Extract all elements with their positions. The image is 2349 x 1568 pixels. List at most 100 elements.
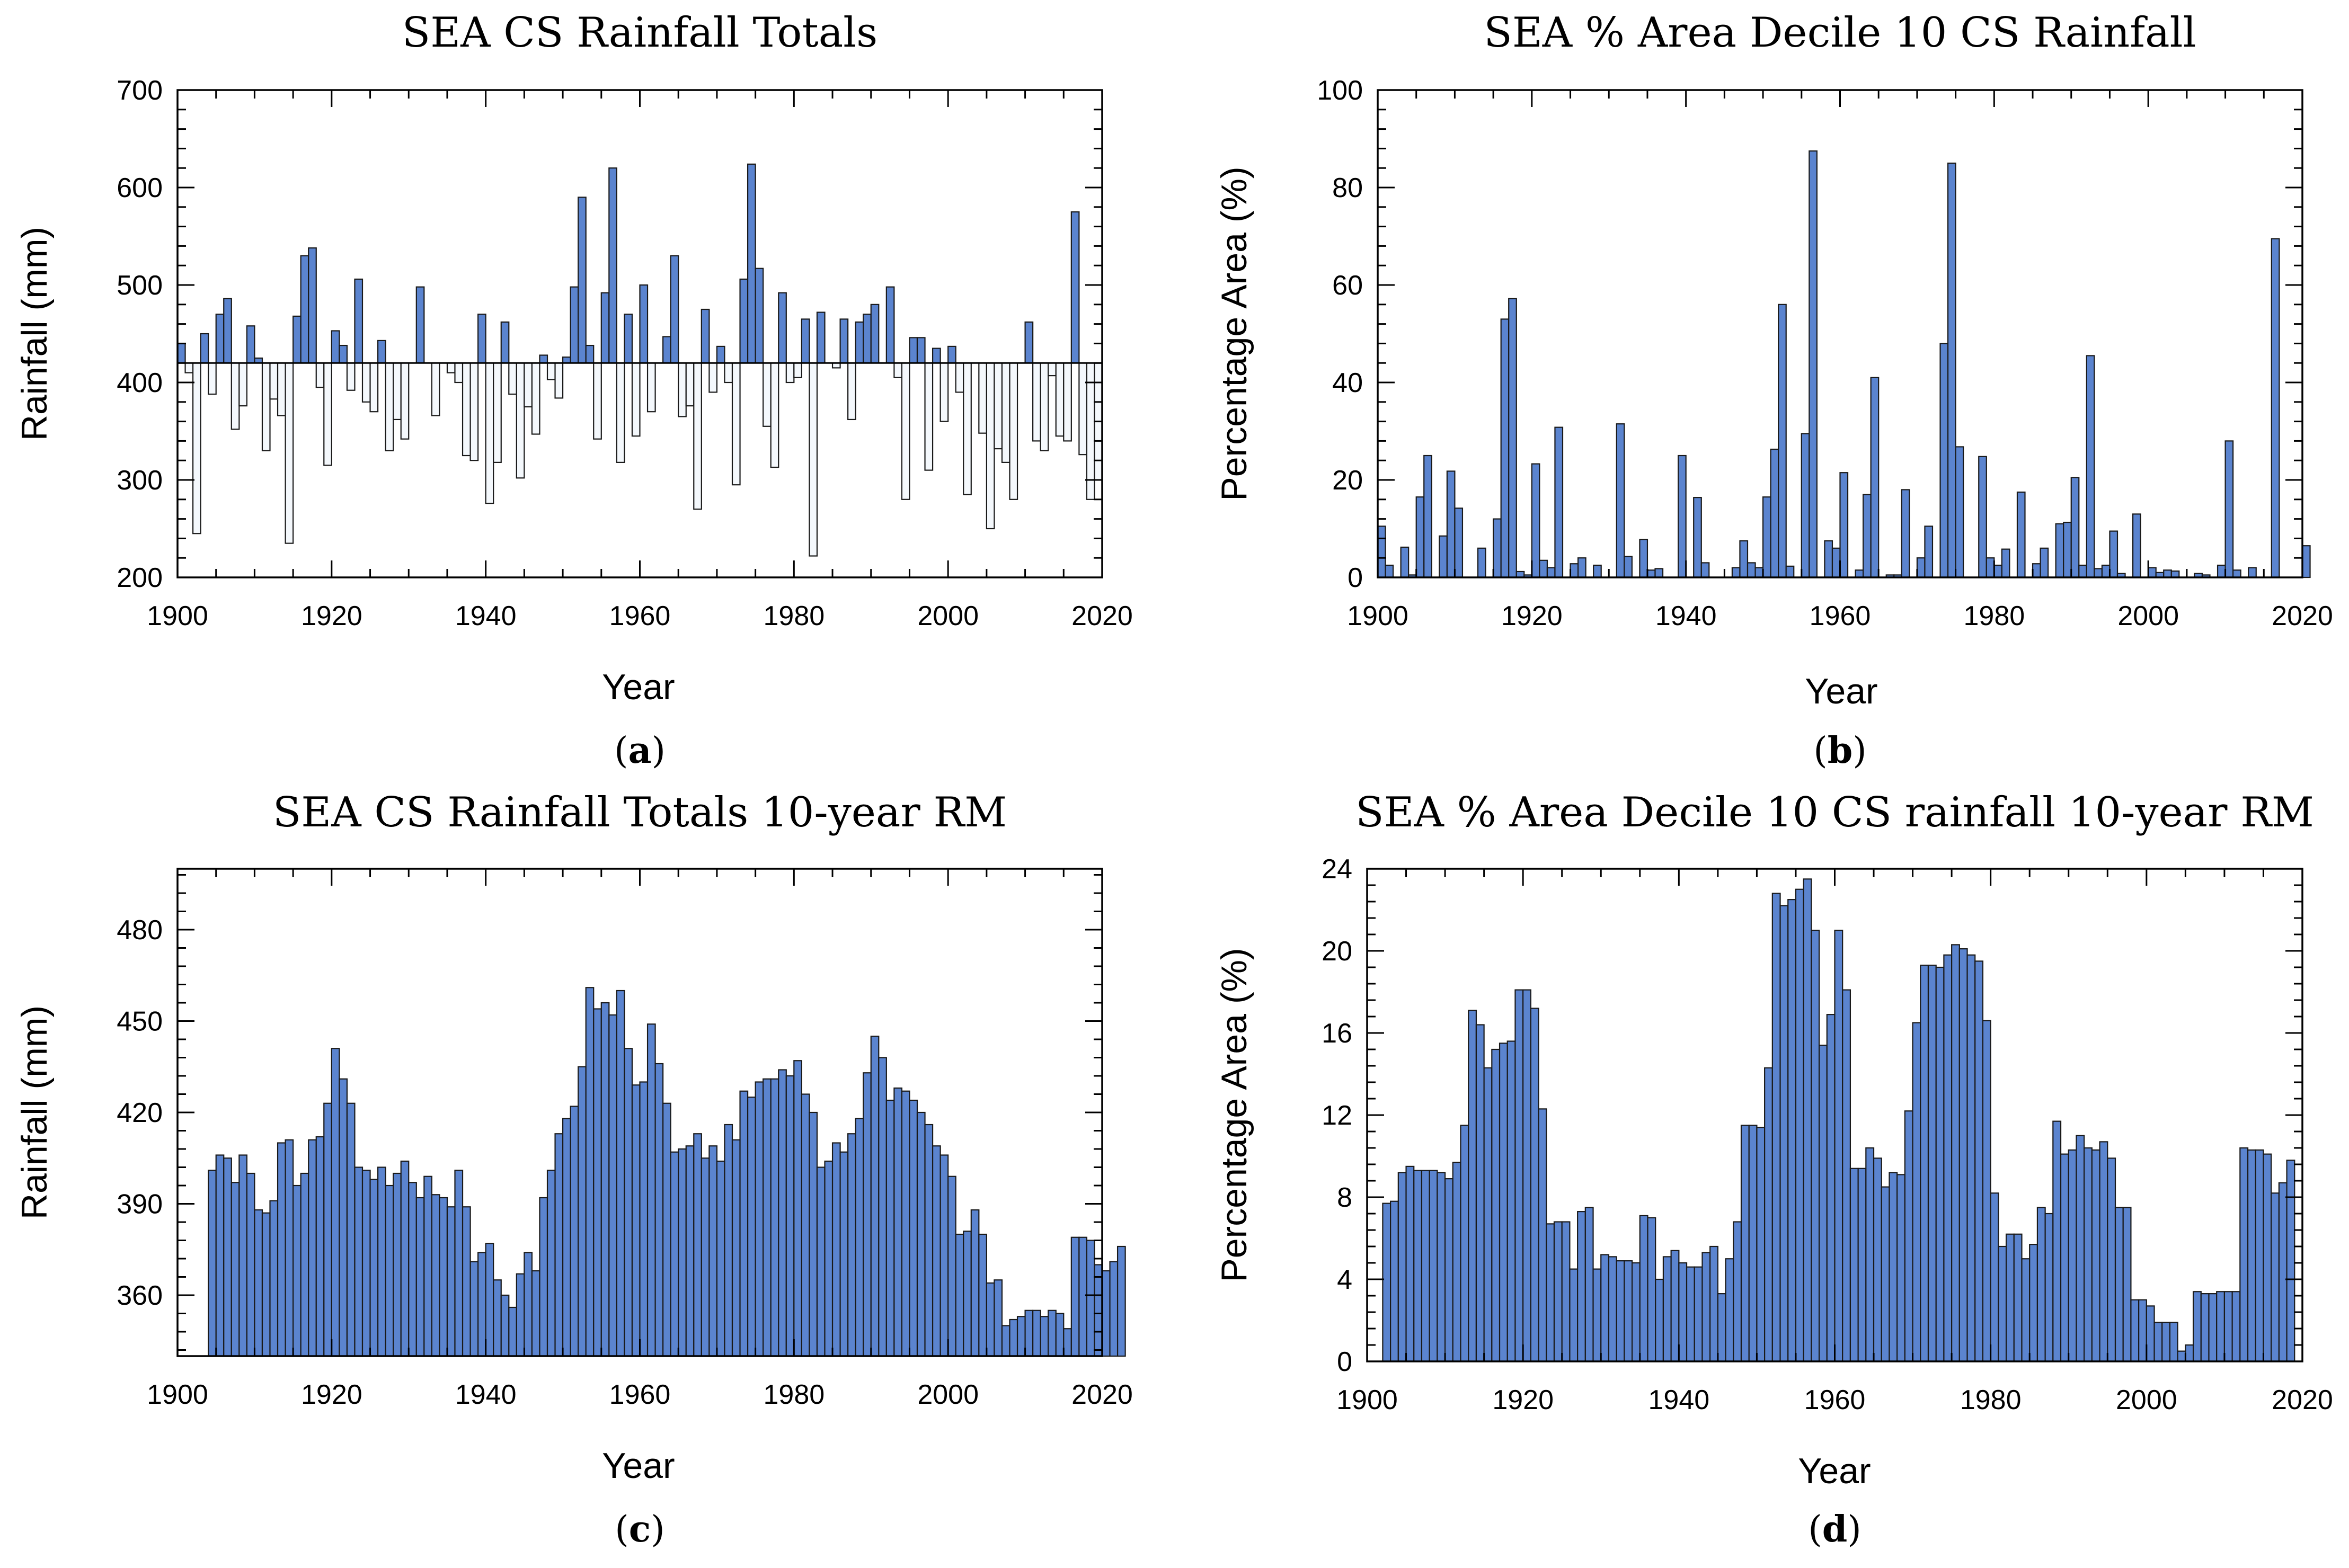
bar-1966 (685, 1145, 695, 1357)
bar-1989 (863, 1072, 872, 1357)
y-axis-label: Rainfall (mm) (14, 1005, 55, 1219)
bar-1993 (893, 1087, 903, 1357)
bar-1909 (246, 1172, 255, 1357)
bar-1916 (1491, 1048, 1501, 1362)
bar-1964 (1865, 1147, 1875, 1362)
bar-1968 (701, 308, 710, 364)
bar-1906 (223, 1157, 232, 1357)
bar-1919 (323, 362, 332, 466)
y-tick-label: 0 (1337, 1347, 1352, 1377)
bar-1988 (2055, 523, 2064, 578)
bar-1992 (2086, 355, 2095, 578)
bar-1902 (1382, 1202, 1391, 1362)
bar-1939 (1670, 1250, 1680, 1362)
bar-1946 (1731, 567, 1741, 578)
bar-1974 (1943, 954, 1953, 1362)
bar-1980 (1993, 564, 2002, 578)
bar-2003 (2169, 1322, 2178, 1362)
bar-2006 (994, 1279, 1003, 1357)
bar-1918 (315, 362, 325, 388)
bar-1944 (1709, 1245, 1718, 1362)
panel-label: (c) (615, 1508, 664, 1551)
bar-2003 (970, 1209, 980, 1357)
panel-label-close: ) (652, 730, 666, 772)
bar-1937 (462, 362, 471, 457)
y-axis-label: Percentage Area (%) (1214, 948, 1254, 1282)
bar-1975 (755, 1081, 764, 1357)
chart-d: 1900 1920 1940 1960 1980 2000 2020 0 4 8 12 16 20 24S… (1214, 789, 2333, 1551)
bar-1988 (855, 321, 864, 364)
bar-2014 (1055, 1313, 1065, 1357)
y-tick-label: 0 (1348, 563, 1363, 593)
bar-1957 (616, 362, 625, 463)
x-tick-label: 1920 (1492, 1385, 1554, 1415)
bar-1975 (755, 268, 764, 364)
y-tick-label: 600 (117, 173, 163, 203)
bar-1912 (269, 362, 279, 400)
bar-1986 (2040, 547, 2049, 578)
bar-1922 (1546, 567, 1556, 578)
bar-1965 (1873, 1157, 1882, 1362)
bar-1924 (361, 362, 371, 403)
bar-1946 (531, 1270, 540, 1357)
bar-1944 (516, 1273, 525, 1357)
bar-1922 (346, 362, 356, 391)
chart-title: SEA % Area Decile 10 CS rainfall 10-year… (1355, 789, 2314, 836)
bar-1903 (1390, 1200, 1399, 1362)
bar-2005 (2185, 1344, 2194, 1362)
bar-1931 (1608, 1256, 1617, 1362)
bar-1913 (277, 362, 286, 416)
bar-1997 (924, 362, 934, 471)
panel-label-open: ( (614, 730, 628, 772)
bar-2008 (1009, 362, 1018, 500)
bar-1970 (1912, 1022, 1921, 1362)
bar-1936 (454, 1170, 464, 1357)
bar-1953 (585, 987, 595, 1357)
bar-1978 (778, 292, 787, 364)
x-tick-label: 1960 (609, 601, 671, 631)
bar-1995 (909, 1099, 918, 1357)
chart-title: SEA CS Rainfall Totals (402, 9, 877, 57)
bar-2009 (2217, 564, 2226, 578)
bar-1961 (1842, 989, 1851, 1362)
bar-1952 (1778, 304, 1787, 578)
bar-1952 (578, 1066, 587, 1357)
bar-1953 (1785, 565, 1795, 578)
bar-2000 (947, 1175, 956, 1357)
bar-1903 (1400, 546, 1410, 578)
bar-1993 (893, 362, 903, 378)
x-tick-label: 1920 (301, 1379, 362, 1410)
x-tick-label: 1900 (147, 1379, 208, 1410)
bar-2002 (2163, 569, 2172, 578)
bar-1940 (485, 362, 494, 504)
bar-2002 (963, 362, 972, 495)
bar-1960 (639, 284, 649, 364)
bar-2012 (1040, 362, 1049, 451)
bar-2011 (1032, 1309, 1041, 1357)
bar-1983 (816, 1166, 826, 1357)
bar-2007 (1001, 1325, 1010, 1357)
bar-1982 (809, 1111, 818, 1357)
y-tick-label: 450 (117, 1006, 163, 1037)
bar-1929 (1592, 1268, 1602, 1362)
bar-1922 (1538, 1108, 1547, 1362)
bar-1969 (1904, 1110, 1913, 1362)
bar-2003 (2170, 570, 2180, 578)
x-tick-label: 1980 (763, 1379, 825, 1410)
bar-1915 (292, 315, 302, 364)
bar-2019 (1094, 1264, 1103, 1357)
x-tick-label: 1960 (1810, 601, 1871, 631)
bar-1979 (1982, 1020, 1991, 1362)
bar-1979 (785, 1075, 795, 1357)
y-tick-label: 480 (117, 915, 163, 946)
bar-1906 (223, 298, 232, 364)
bar-1991 (878, 1057, 887, 1357)
bar-1947 (539, 1197, 548, 1357)
bar-1910 (1454, 507, 1464, 578)
bar-1933 (431, 362, 440, 416)
bar-1939 (1678, 455, 1687, 578)
bar-1957 (1811, 930, 1820, 1362)
bar-1989 (863, 314, 872, 364)
bar-1969 (708, 1145, 718, 1357)
